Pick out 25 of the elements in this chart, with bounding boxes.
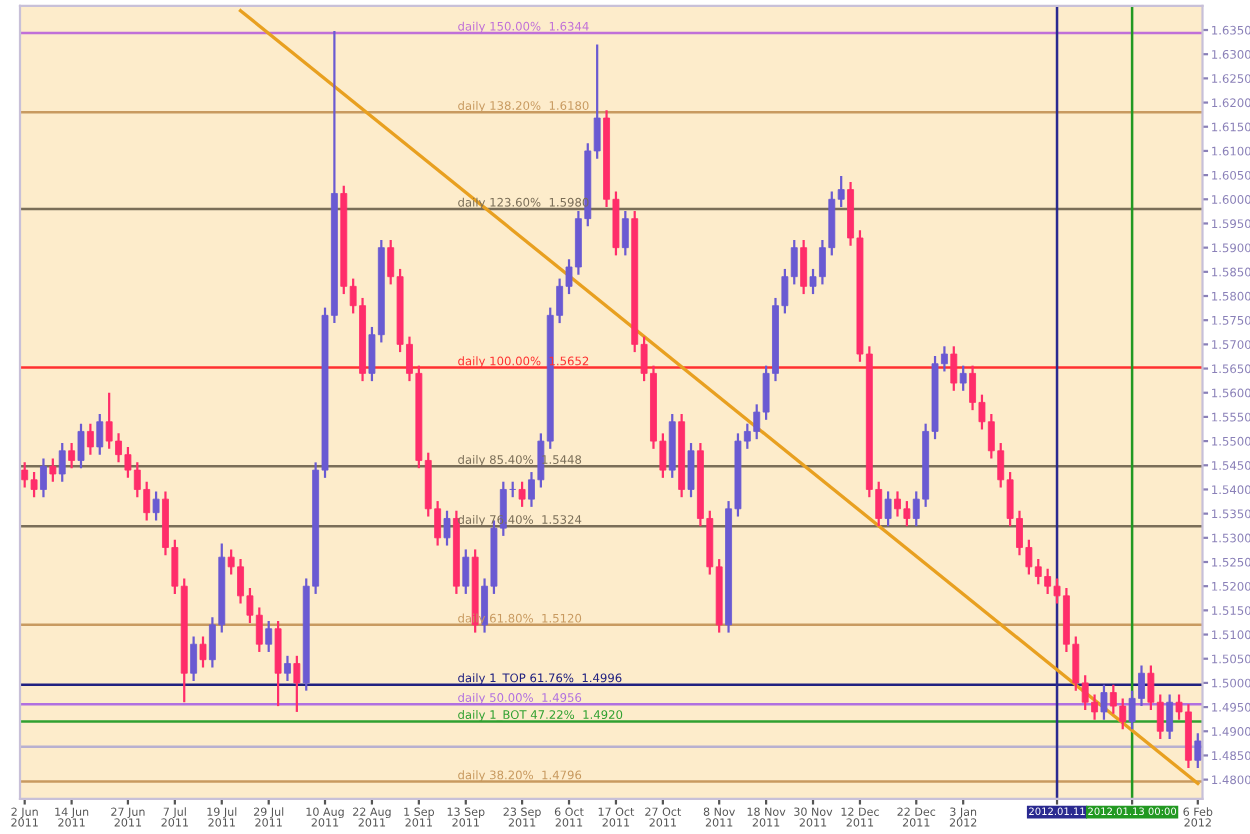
candlestick	[959, 364, 967, 392]
candlestick	[443, 509, 451, 547]
candlestick	[152, 490, 160, 522]
candlestick	[96, 412, 104, 456]
candlestick	[884, 490, 892, 528]
candlestick	[1166, 693, 1174, 741]
candlestick	[190, 635, 198, 683]
candlestick	[293, 654, 301, 714]
candlestick	[621, 209, 629, 257]
candlestick	[284, 654, 291, 683]
candlestick	[687, 441, 695, 499]
candlestick	[86, 422, 94, 456]
candlestick	[49, 457, 57, 483]
candlestick	[68, 441, 76, 470]
candlestick	[77, 422, 85, 470]
candlestick	[1100, 683, 1108, 721]
candlestick	[199, 635, 207, 669]
candlestick	[950, 345, 958, 392]
candlestick	[274, 619, 282, 708]
candlestick	[58, 441, 66, 483]
candlestick	[265, 619, 273, 654]
candlestick	[800, 238, 808, 296]
candlestick	[40, 457, 47, 499]
candlestick	[518, 480, 526, 508]
candlestick	[462, 548, 470, 596]
